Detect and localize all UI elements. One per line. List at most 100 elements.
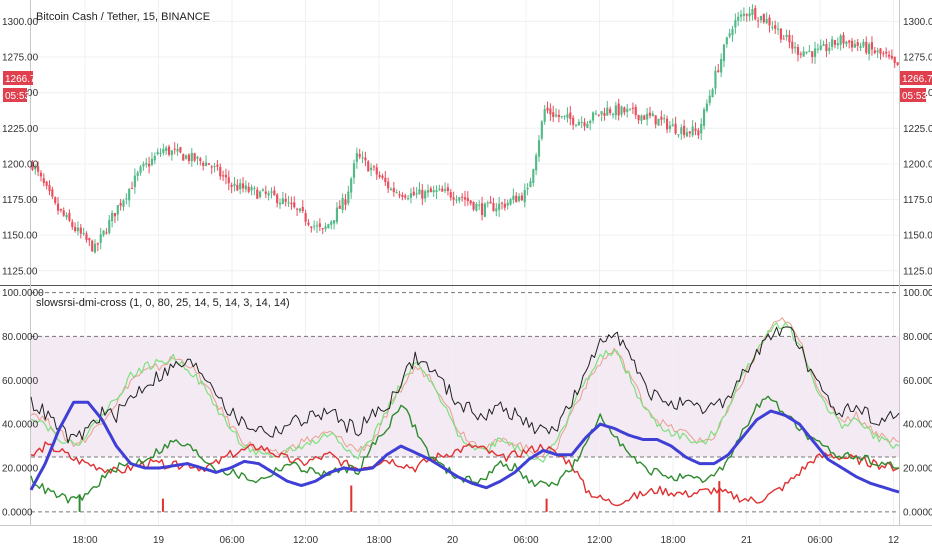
candle-body — [273, 190, 276, 196]
candle-body — [543, 109, 546, 122]
candle-body — [230, 185, 233, 187]
candle-body — [626, 108, 629, 112]
oscillator-line-red — [30, 441, 900, 507]
candle — [136, 170, 139, 182]
candle-body — [421, 190, 424, 199]
candle — [788, 29, 791, 49]
candle-body — [842, 35, 845, 44]
candle-body — [441, 188, 444, 192]
oscillator-line-black — [30, 326, 900, 444]
candle — [324, 222, 327, 232]
candle-body — [554, 114, 558, 117]
time-axis-label: 21 — [741, 535, 753, 546]
candle — [93, 239, 97, 254]
candle — [432, 185, 435, 198]
candle-body — [500, 202, 504, 204]
candle-body — [401, 195, 404, 198]
candle — [318, 218, 321, 232]
candle-body — [296, 208, 299, 210]
indicator-label[interactable]: slowsrsi-dmi-cross (1, 0, 80, 25, 14, 5,… — [36, 297, 290, 309]
candle-body — [771, 26, 774, 28]
candle-body — [742, 13, 745, 16]
candle-body — [165, 147, 168, 151]
candle — [742, 7, 745, 22]
candle — [728, 28, 731, 39]
price-axis-label-left: 1225.00 — [2, 124, 39, 135]
candle — [153, 152, 156, 165]
time-axis-label: 06:00 — [219, 535, 244, 546]
candle-body — [515, 195, 518, 203]
axes: 18:00 19 06:00 12:00 18:00 20 06:00 12:00 18:00 2… — [2, 17, 932, 546]
candle — [759, 15, 763, 24]
candle-body — [455, 199, 458, 201]
candle — [574, 124, 578, 128]
candle — [893, 56, 896, 68]
candle — [446, 183, 450, 196]
candle-body — [119, 203, 122, 206]
candle-body — [125, 198, 128, 200]
candle — [458, 196, 461, 204]
candle-body — [876, 50, 879, 53]
candle — [637, 114, 640, 124]
candle-body — [819, 45, 822, 50]
price-axis-label-right: 1300.00 — [903, 17, 932, 28]
candle-body — [358, 154, 361, 157]
candle — [546, 101, 549, 114]
candle-body — [130, 188, 134, 190]
candle — [868, 42, 871, 61]
symbol-title[interactable]: Bitcoin Cash / Tether, 15, BINANCE — [36, 11, 210, 23]
candle — [355, 147, 358, 169]
grid — [31, 0, 899, 525]
candle — [628, 108, 632, 112]
candle — [529, 177, 532, 188]
time-axis-label: 12 — [888, 535, 900, 546]
candle — [128, 188, 131, 207]
candle — [805, 51, 808, 55]
candle — [816, 43, 819, 54]
candle-body — [714, 70, 717, 89]
candle — [293, 196, 296, 209]
candle-body — [461, 196, 464, 198]
candle — [68, 209, 71, 222]
candle-body — [845, 41, 848, 45]
candle-body — [293, 202, 296, 208]
price-axis-label-left: 1300.00 — [2, 17, 39, 28]
candle-body — [185, 155, 188, 159]
candle — [822, 40, 825, 47]
candle — [105, 228, 108, 235]
candle-body — [458, 197, 461, 201]
candle — [219, 163, 222, 180]
candle-body — [646, 113, 649, 120]
candle-body — [287, 202, 290, 204]
candle — [651, 110, 654, 117]
candle-body — [785, 35, 788, 38]
candle — [426, 184, 430, 198]
candle-body — [597, 114, 600, 116]
candle-body — [478, 204, 481, 206]
candle — [711, 87, 714, 98]
candle-body — [802, 51, 805, 57]
candle-body — [432, 190, 435, 193]
candle — [472, 201, 475, 212]
candle-body — [313, 225, 316, 227]
candle — [611, 112, 615, 119]
candle — [873, 46, 876, 55]
price-tag-value: 1266.70 — [5, 74, 42, 85]
candle — [39, 170, 43, 182]
candle — [811, 50, 814, 64]
candle-body — [71, 221, 74, 227]
candle-body — [79, 227, 82, 234]
candle-body — [150, 158, 154, 165]
candle-body — [204, 162, 208, 166]
candle — [523, 183, 526, 208]
candle — [173, 142, 176, 155]
candle — [267, 190, 270, 201]
candle-body — [811, 51, 814, 58]
candle — [879, 47, 882, 60]
candle — [452, 191, 455, 206]
candle-body — [162, 148, 165, 153]
candle — [313, 220, 316, 231]
candle — [88, 237, 91, 247]
